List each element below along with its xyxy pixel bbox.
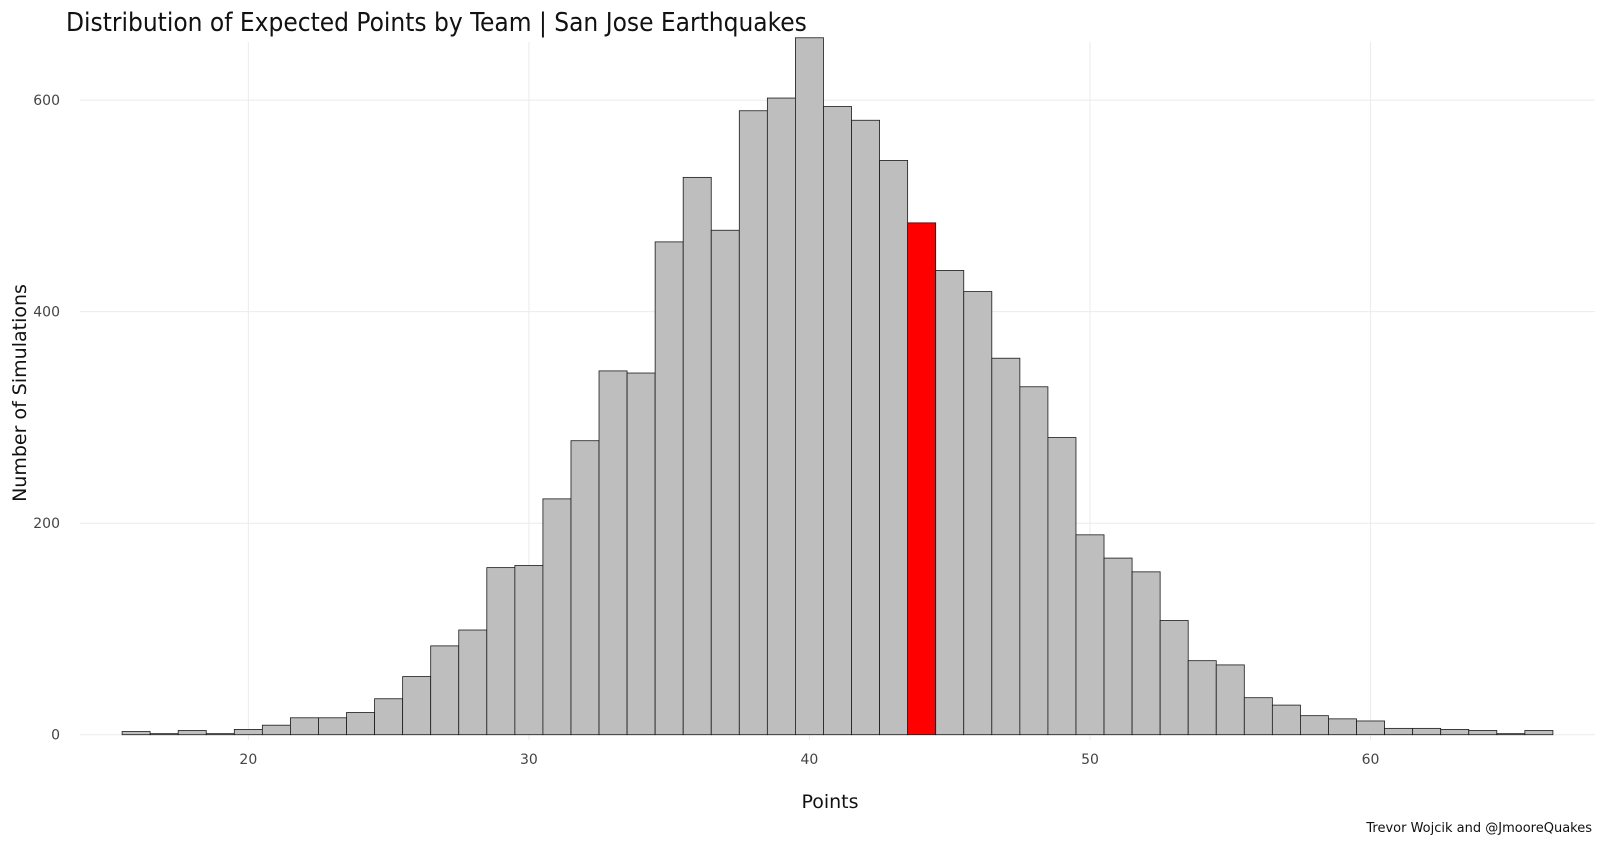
- y-tick-label: 200: [33, 516, 60, 532]
- bar-highlighted: [907, 222, 937, 736]
- bar: [738, 110, 768, 736]
- bar: [626, 372, 656, 736]
- chart-title: Distribution of Expected Points by Team …: [66, 8, 807, 38]
- x-tick-label: 40: [801, 752, 819, 768]
- bar: [1019, 386, 1049, 736]
- bar: [823, 106, 852, 736]
- bar: [1131, 571, 1161, 736]
- bar: [290, 717, 319, 736]
- bar: [795, 37, 824, 736]
- bar: [121, 731, 151, 736]
- bar: [1159, 620, 1189, 736]
- bar: [177, 730, 207, 736]
- caption: Trevor Wojcik and @JmooreQuakes: [1365, 821, 1592, 836]
- bar: [879, 160, 909, 736]
- bar: [402, 676, 432, 736]
- x-axis-ticks: 20 30 40 50 60: [239, 752, 1379, 768]
- bar: [598, 370, 628, 736]
- bar: [1524, 730, 1554, 736]
- bar: [430, 645, 460, 736]
- bar: [1300, 715, 1329, 736]
- bar: [935, 270, 965, 736]
- bar: [261, 724, 291, 736]
- bar: [1356, 720, 1385, 736]
- bar: [1412, 727, 1442, 736]
- bar: [1047, 437, 1077, 736]
- bar: [851, 119, 880, 736]
- bar: [570, 440, 600, 736]
- bar: [458, 629, 488, 736]
- bar: [766, 97, 796, 736]
- bar: [1468, 730, 1498, 736]
- bar: [963, 291, 993, 736]
- x-tick-label: 50: [1081, 752, 1099, 768]
- bar: [346, 712, 375, 736]
- x-tick-label: 20: [239, 752, 257, 768]
- y-tick-label: 400: [33, 305, 60, 321]
- bar: [1215, 664, 1245, 736]
- bar: [542, 498, 572, 736]
- bar: [682, 176, 712, 736]
- bar: [1075, 534, 1105, 736]
- bar: [1187, 660, 1217, 736]
- bar: [205, 733, 235, 736]
- bar: [710, 229, 740, 736]
- bar: [1384, 727, 1414, 736]
- bar: [991, 357, 1021, 736]
- bar: [1328, 718, 1357, 736]
- bar: [486, 567, 516, 736]
- bars: [121, 37, 1554, 736]
- bar: [1271, 704, 1301, 736]
- bar: [1103, 557, 1133, 736]
- bar: [149, 733, 179, 736]
- y-axis-title: Number of Simulations: [9, 284, 31, 502]
- x-tick-label: 60: [1362, 752, 1380, 768]
- x-tick-label: 30: [520, 752, 538, 768]
- bar: [233, 729, 263, 736]
- bar: [1496, 733, 1526, 736]
- x-axis-title: Points: [801, 791, 858, 813]
- y-axis-ticks: 0 200 400 600: [33, 93, 60, 744]
- bar: [1440, 729, 1470, 736]
- bar: [514, 565, 544, 736]
- bar: [654, 241, 684, 736]
- bar: [1243, 697, 1273, 736]
- y-tick-label: 0: [51, 728, 60, 744]
- bar: [318, 717, 347, 736]
- y-tick-label: 600: [33, 93, 60, 109]
- bar: [374, 698, 404, 736]
